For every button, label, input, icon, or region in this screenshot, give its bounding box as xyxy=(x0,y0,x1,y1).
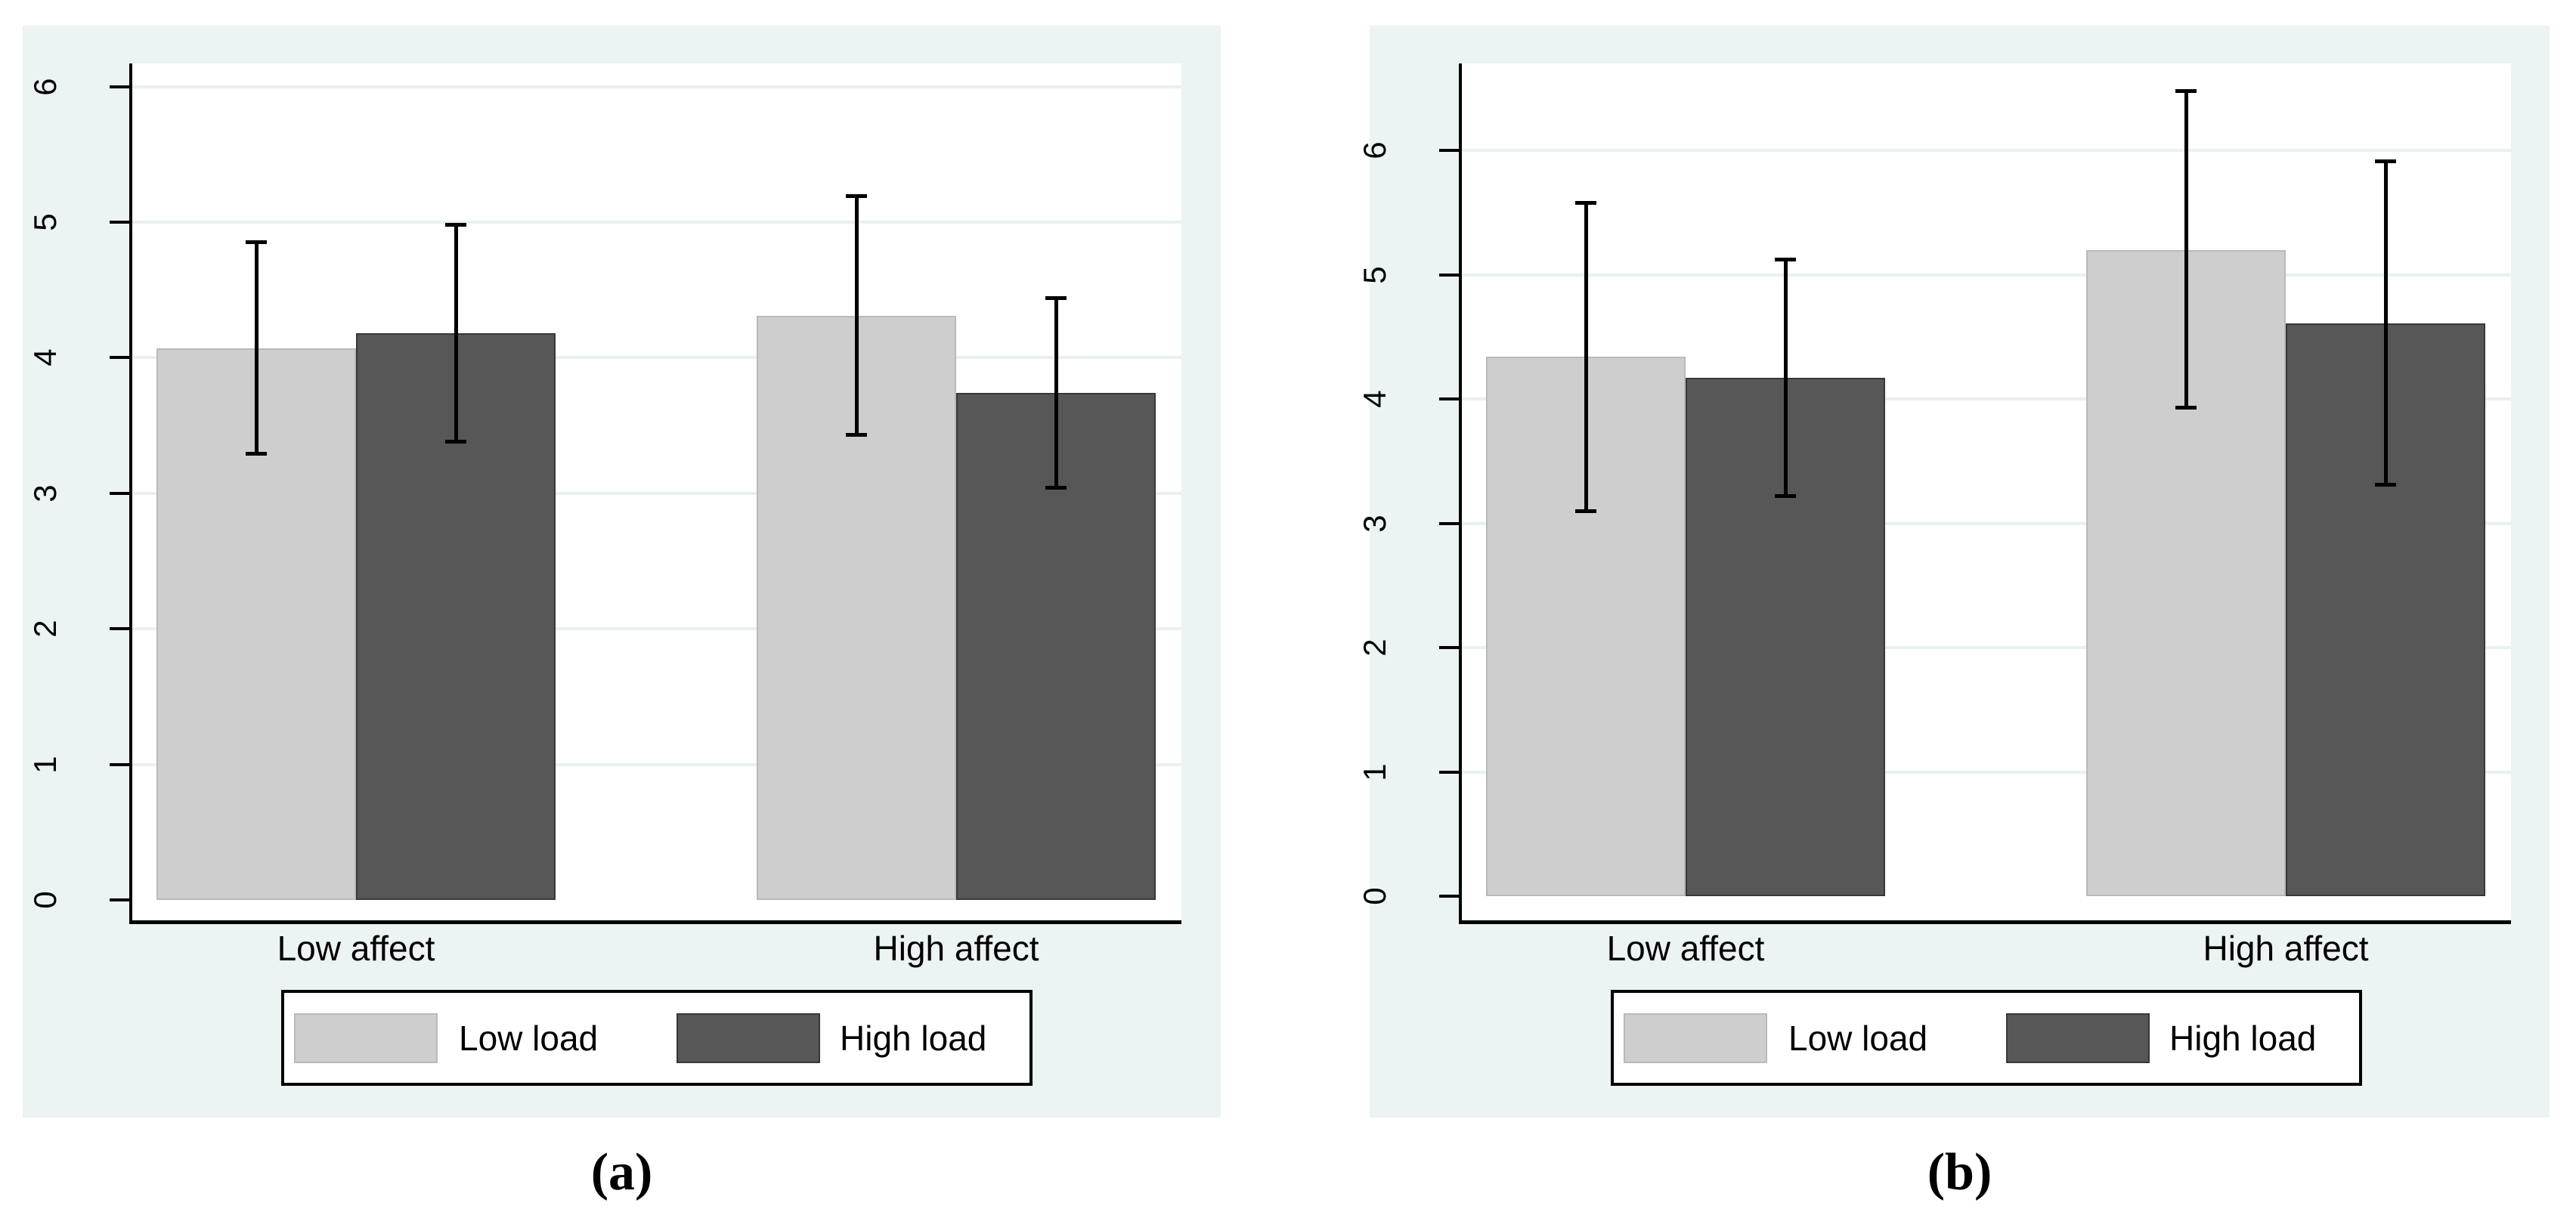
y-tick xyxy=(1439,895,1459,898)
x-category-label: Low affect xyxy=(1606,929,1765,968)
legend-label: High load xyxy=(2169,1018,2317,1058)
gridline xyxy=(132,627,1181,630)
y-tick-label: 2 xyxy=(1357,638,1392,657)
y-tick xyxy=(110,627,129,630)
legend: Low load High load xyxy=(281,990,1033,1086)
error-bar-line xyxy=(1054,298,1058,487)
legend-swatch-high-load xyxy=(677,1013,820,1063)
y-tick xyxy=(110,221,129,224)
error-bar-line xyxy=(2184,91,2188,407)
gridline xyxy=(132,85,1181,88)
caption-b: (b) xyxy=(1927,1143,1992,1201)
error-bar-cap xyxy=(1575,201,1596,205)
gridline xyxy=(132,763,1181,766)
error-bar-cap xyxy=(2175,89,2197,93)
legend-label: High load xyxy=(840,1018,987,1058)
gridline xyxy=(1462,771,2511,774)
y-tick xyxy=(110,356,129,359)
y-tick-label: 1 xyxy=(27,756,63,774)
error-bar-cap xyxy=(2375,483,2396,487)
error-bar-cap xyxy=(1575,509,1596,513)
y-tick xyxy=(1439,149,1459,152)
x-axis-line xyxy=(129,920,1181,924)
error-bar-cap xyxy=(1045,296,1067,300)
y-tick-label: 6 xyxy=(1357,141,1392,159)
error-bar-cap xyxy=(846,194,867,198)
error-bar-line xyxy=(1784,260,1788,496)
error-bar-cap xyxy=(2375,159,2396,163)
y-tick-label: 0 xyxy=(1357,887,1392,905)
error-bar-cap xyxy=(846,433,867,437)
x-category-label: Low affect xyxy=(277,929,435,968)
y-tick xyxy=(110,763,129,766)
gridline xyxy=(1462,274,2511,277)
y-tick-label: 6 xyxy=(27,78,63,96)
x-category-label: High affect xyxy=(873,929,1039,968)
panel-b: Low affect High affect 0 1 2 3 4 5 6 Low load High… xyxy=(1357,26,2550,1118)
gridline xyxy=(132,356,1181,359)
gridline xyxy=(1462,522,2511,525)
y-tick-label: 5 xyxy=(27,213,63,231)
error-bar-cap xyxy=(445,440,466,444)
error-bar-cap xyxy=(1045,486,1067,490)
legend-swatch-low-load xyxy=(1624,1013,1767,1063)
bar-high-load xyxy=(956,393,1156,900)
y-axis-line xyxy=(1459,63,1462,924)
y-tick-label: 4 xyxy=(1357,390,1392,408)
legend-swatch-low-load xyxy=(294,1013,438,1063)
y-tick-label: 1 xyxy=(1357,763,1392,781)
gridline xyxy=(1462,149,2511,152)
y-tick xyxy=(110,898,129,901)
y-tick xyxy=(1439,522,1459,525)
error-bar-cap xyxy=(1775,258,1796,261)
error-bar-line xyxy=(2384,162,2388,485)
gridline xyxy=(132,221,1181,224)
legend-label: Low load xyxy=(459,1018,599,1058)
gridline xyxy=(1462,397,2511,400)
legend-swatch-high-load xyxy=(2006,1013,2150,1063)
y-tick-label: 3 xyxy=(1357,515,1392,533)
error-bar-cap xyxy=(1775,494,1796,498)
y-tick-label: 5 xyxy=(1357,266,1392,284)
y-tick xyxy=(1439,397,1459,400)
y-tick xyxy=(1439,274,1459,277)
x-category-label: High affect xyxy=(2203,929,2369,968)
error-bar-line xyxy=(855,196,859,435)
y-tick-label: 2 xyxy=(27,620,63,638)
chart-a: Low affect High affect 0 1 2 3 4 5 6 Low load High… xyxy=(23,26,1221,1118)
caption-a: (a) xyxy=(590,1143,653,1201)
panel-a: Low affect High affect 0 1 2 3 4 5 6 Low load High… xyxy=(23,26,1221,1118)
y-axis-line xyxy=(129,63,132,924)
error-bar-cap xyxy=(246,240,267,244)
error-bar-line xyxy=(454,225,458,442)
y-tick-label: 4 xyxy=(27,348,63,366)
y-tick xyxy=(110,85,129,88)
error-bar-cap xyxy=(2175,406,2197,410)
gridline xyxy=(1462,646,2511,649)
error-bar-line xyxy=(255,243,259,454)
chart-b: Low affect High affect 0 1 2 3 4 5 6 Low load High… xyxy=(1357,26,2550,1118)
legend-label: Low load xyxy=(1788,1018,1928,1058)
y-tick xyxy=(110,492,129,495)
error-bar-cap xyxy=(246,452,267,456)
legend: Low load High load xyxy=(1611,990,2362,1086)
error-bar-cap xyxy=(445,223,466,227)
y-tick-label: 0 xyxy=(27,891,63,909)
gridline xyxy=(132,492,1181,495)
error-bar-line xyxy=(1584,203,1588,511)
y-tick-label: 3 xyxy=(27,484,63,502)
x-axis-line xyxy=(1459,920,2511,924)
y-tick xyxy=(1439,771,1459,774)
y-tick xyxy=(1439,646,1459,649)
